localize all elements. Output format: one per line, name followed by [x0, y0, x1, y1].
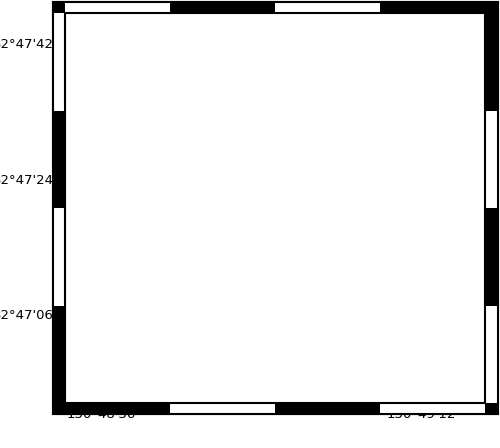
Text: Mashiki: Mashiki: [348, 90, 396, 103]
Text: Kiyama River: Kiyama River: [449, 168, 478, 243]
Text: Akitsu River: Akitsu River: [132, 367, 200, 391]
Text: KMMH16: KMMH16: [411, 97, 466, 110]
Text: Line L: Line L: [411, 267, 430, 306]
Text: Line M: Line M: [144, 198, 173, 241]
Text: PS log: PS log: [109, 270, 274, 319]
Text: 500 m: 500 m: [332, 62, 372, 75]
Text: 0: 0: [136, 62, 144, 75]
Text: Town Office: Town Office: [348, 125, 421, 138]
